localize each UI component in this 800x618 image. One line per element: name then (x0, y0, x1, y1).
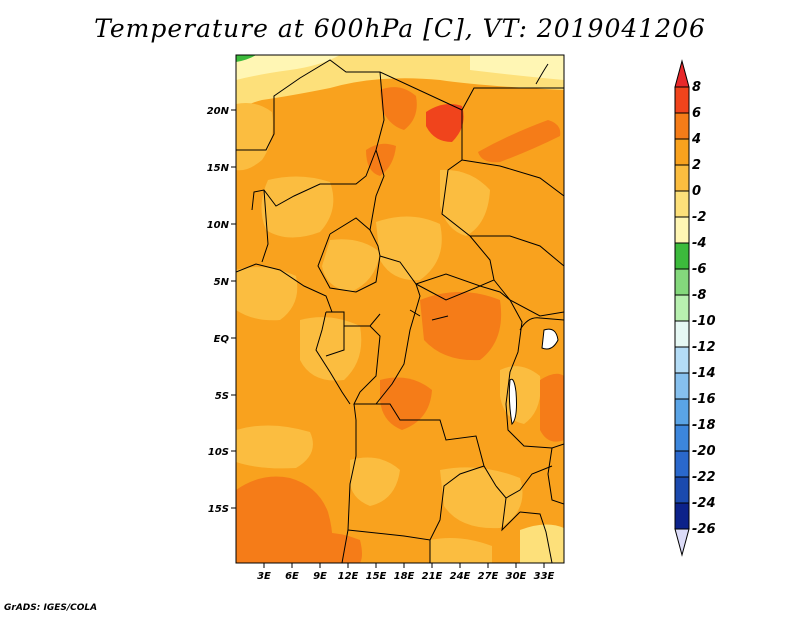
colorbar-label: -8 (692, 288, 706, 303)
lon-label-21e: 21E (422, 571, 443, 582)
colorbar-label: 4 (691, 132, 701, 147)
colorbar-swatch-m24-m22 (674, 476, 690, 504)
colorbar-label: -6 (692, 262, 706, 277)
colorbar-swatch-m8-m6 (674, 268, 690, 296)
colorbar-label: -22 (692, 470, 716, 485)
lon-label-15e: 15E (366, 571, 387, 582)
colorbar-label: 6 (692, 106, 701, 121)
colorbar-swatch-m2-0 (674, 190, 690, 218)
colorbar-swatch-m22-m20 (674, 450, 690, 478)
colorbar-label: -16 (692, 392, 716, 407)
lon-label-18e: 18E (394, 571, 415, 582)
lon-label-9e: 9E (313, 571, 327, 582)
colorbar-swatch-4-6 (674, 112, 690, 140)
colorbar (674, 59, 690, 557)
temperature-field (236, 55, 564, 563)
lat-label-eq: EQ (214, 334, 230, 345)
colorbar-swatch-m14-m12 (674, 346, 690, 374)
colorbar-label: -12 (692, 340, 716, 355)
colorbar-label: -20 (692, 444, 716, 459)
colorbar-swatch-6-8 (674, 86, 690, 114)
lat-label-10s: 10S (208, 447, 229, 458)
lon-label-33e: 33E (534, 571, 555, 582)
colorbar-swatch-m10-m8 (674, 294, 690, 322)
colorbar-swatch-m18-m16 (674, 398, 690, 426)
colorbar-top-arrow (674, 59, 690, 88)
colorbar-bottom-arrow (674, 528, 690, 557)
colorbar-swatch-m12-m10 (674, 320, 690, 348)
map-title: Temperature at 600hPa [C], VT: 201904120… (94, 14, 706, 43)
lat-label-15s: 15S (208, 504, 229, 515)
map-frame (235, 54, 565, 564)
lat-label-20n: 20N (207, 106, 230, 117)
lon-label-24e: 24E (450, 571, 471, 582)
colorbar-label: 2 (692, 158, 701, 173)
colorbar-label: -24 (692, 496, 716, 511)
colorbar-swatch-m16-m14 (674, 372, 690, 400)
lat-label-5s: 5S (215, 391, 229, 402)
grads-credit: GrADS: IGES/COLA (4, 603, 98, 613)
colorbar-swatch-2-4 (674, 138, 690, 166)
lon-label-30e: 30E (506, 571, 527, 582)
colorbar-label: -18 (692, 418, 716, 433)
colorbar-swatch-m26-m24 (674, 502, 690, 530)
lat-label-5n: 5N (214, 277, 230, 288)
colorbar-label: -26 (692, 522, 716, 537)
lon-label-12e: 12E (338, 571, 359, 582)
lat-label-10n: 10N (207, 220, 230, 231)
lon-label-27e: 27E (478, 571, 499, 582)
colorbar-label: 0 (692, 184, 701, 199)
colorbar-swatch-m6-m4 (674, 242, 690, 270)
colorbar-swatch-0-2 (674, 164, 690, 192)
lon-label-6e: 6E (285, 571, 299, 582)
colorbar-swatch-m4-m2 (674, 216, 690, 244)
colorbar-label: -10 (692, 314, 716, 329)
colorbar-label: -14 (692, 366, 716, 381)
colorbar-label: -4 (692, 236, 706, 251)
colorbar-label: -2 (692, 210, 706, 225)
lat-label-15n: 15N (207, 163, 230, 174)
colorbar-swatch-m20-m18 (674, 424, 690, 452)
lon-label-3e: 3E (257, 571, 271, 582)
colorbar-label: 8 (692, 80, 701, 95)
